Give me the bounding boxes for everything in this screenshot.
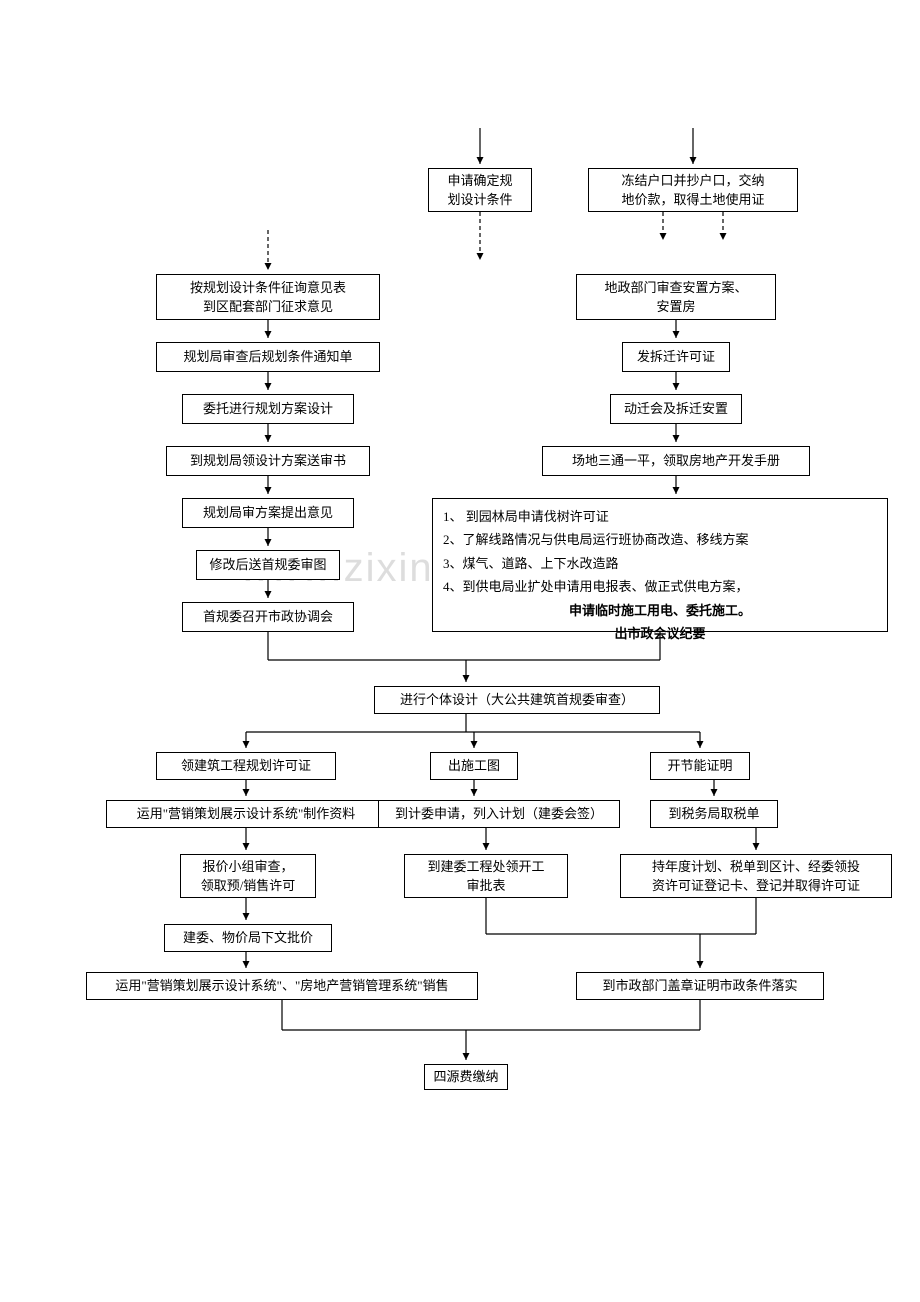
node-apply-plan-conditions: 申请确定规 划设计条件 [428,168,532,212]
r5-line2: 2、了解线路情况与供电局运行班协商改造、移线方案 [443,528,877,551]
r5-bold1: 申请临时施工用电、委托施工。 [443,599,877,622]
node-bm1: 出施工图 [430,752,518,780]
node-l3: 委托进行规划方案设计 [182,394,354,424]
node-br3: 持年度计划、税单到区计、经委领投 资许可证登记卡、登记并取得许可证 [620,854,892,898]
node-bl4: 建委、物价局下文批价 [164,924,332,952]
node-br2: 到税务局取税单 [650,800,778,828]
node-l2: 规划局审查后规划条件通知单 [156,342,380,372]
node-freeze-hukou: 冻结户口并抄户口，交纳 地价款，取得土地使用证 [588,168,798,212]
node-bl3: 报价小组审查， 领取预/销售许可 [180,854,316,898]
r5-line4: 4、到供电局业扩处申请用电报表、做正式供电方案， [443,575,877,598]
node-br1: 开节能证明 [650,752,750,780]
node-bm3: 到建委工程处领开工 审批表 [404,854,568,898]
node-br4: 到市政部门盖章证明市政条件落实 [576,972,824,1000]
node-c1: 进行个体设计（大公共建筑首规委审查） [374,686,660,714]
node-bl5: 运用"营销策划展示设计系统"、"房地产营销管理系统"销售 [86,972,478,1000]
node-l6: 修改后送首规委审图 [196,550,340,580]
r5-line1: 1、 到园林局申请伐树许可证 [443,505,877,528]
node-l5: 规划局审方案提出意见 [182,498,354,528]
r5-line3: 3、煤气、道路、上下水改造路 [443,552,877,575]
node-bl2: 运用"营销策划展示设计系统"制作资料 [106,800,386,828]
node-l4: 到规划局领设计方案送审书 [166,446,370,476]
node-bl1: 领建筑工程规划许可证 [156,752,336,780]
node-r2: 发拆迁许可证 [622,342,730,372]
node-r1: 地政部门审查安置方案、 安置房 [576,274,776,320]
node-r4: 场地三通一平，领取房地产开发手册 [542,446,810,476]
r5-bold2: 出市政会议纪要 [443,622,877,645]
node-r5-block: 1、 到园林局申请伐树许可证 2、了解线路情况与供电局运行班协商改造、移线方案 … [432,498,888,632]
node-l7: 首规委召开市政协调会 [182,602,354,632]
node-l1: 按规划设计条件征询意见表 到区配套部门征求意见 [156,274,380,320]
node-r3: 动迁会及拆迁安置 [610,394,742,424]
node-f1: 四源费缴纳 [424,1064,508,1090]
node-bm2: 到计委申请，列入计划（建委会签） [378,800,620,828]
